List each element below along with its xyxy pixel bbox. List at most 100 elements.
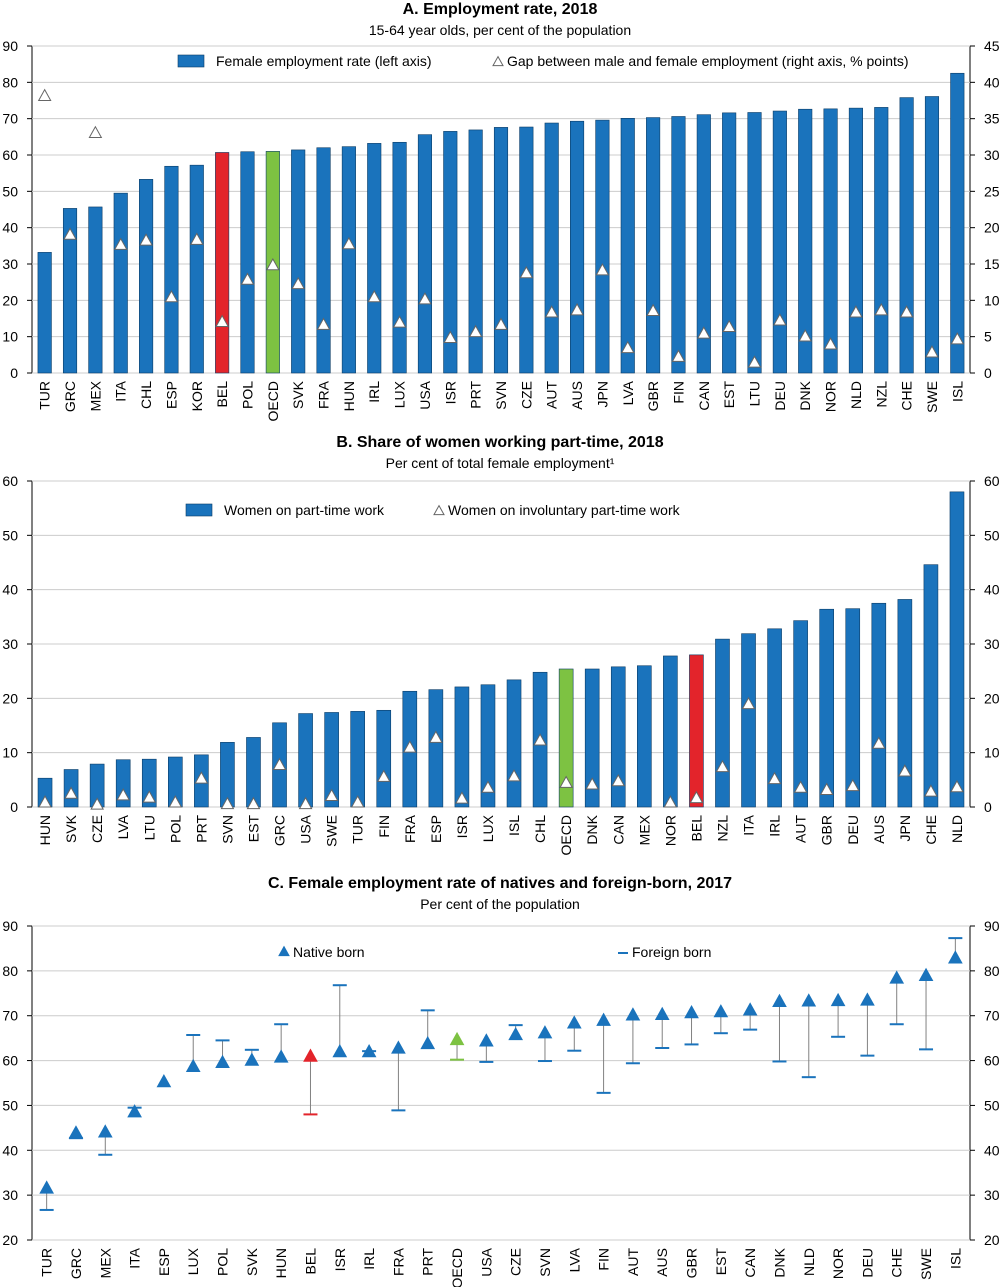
panel-a-left-tick-label: 70: [2, 111, 18, 127]
panel-c-category-label: ISL: [947, 1248, 963, 1269]
panel-b-category-label: PRT: [193, 815, 209, 843]
panel-a-right-tick-label: 35: [984, 111, 1000, 127]
panel-b-involuntary-marker-esp: [429, 730, 443, 743]
panel-c-natives-foreign-born: C. Female employment rate of natives and…: [2, 875, 999, 1287]
panel-a-bar-ita: [113, 192, 128, 374]
panel-a-legend-marker-label: Gap between male and female employment (…: [507, 53, 909, 69]
panel-b-involuntary-marker-usa: [298, 796, 313, 810]
panel-c-native-marker-lva: [566, 1015, 582, 1029]
panel-a-bar-gbr: [646, 117, 661, 374]
panel-a-legend-triangle-icon: [492, 55, 504, 67]
panel-a-left-tick-label: 90: [2, 38, 18, 54]
panel-b-involuntary-marker-aut: [793, 780, 808, 793]
panel-c-native-marker-aus: [654, 1006, 670, 1020]
panel-c-category-label: USA: [478, 1247, 494, 1276]
panel-a-bar-prt: [468, 129, 483, 374]
panel-b-right-tick-label: 40: [984, 582, 1000, 598]
panel-a-gap-marker-hun: [342, 236, 356, 250]
panel-a-bar-lux: [392, 141, 407, 374]
panel-a-category-label: SVK: [290, 380, 306, 409]
panel-b-category-label: NLD: [949, 815, 965, 843]
panel-c-category-label: BEL: [302, 1248, 318, 1275]
panel-a-category-label: EST: [721, 381, 737, 409]
panel-c-right-tick-label: 40: [984, 1142, 1000, 1158]
panel-a-gap-marker-prt: [468, 324, 483, 338]
panel-c-left-tick-label: 90: [2, 918, 18, 934]
panel-a-bar-nzl: [874, 107, 889, 374]
panel-a-category-label: AUS: [569, 381, 585, 410]
panel-a-bar-che: [899, 97, 914, 374]
panel-b-bar-aus: [871, 602, 887, 808]
panel-a-category-label: TUR: [37, 381, 53, 410]
panel-b-bar-isr: [454, 686, 470, 808]
panel-a-bar-irl: [367, 143, 382, 374]
panel-a-gap-marker-bel: [215, 314, 229, 327]
panel-c-native-marker-oecd: [449, 1031, 465, 1046]
panel-c-native-marker-esp: [156, 1074, 172, 1088]
panel-a-gap-marker-nzl: [874, 302, 889, 316]
panel-c-right-tick-label: 20: [984, 1232, 1000, 1248]
panel-a-category-label: FIN: [670, 381, 686, 404]
panel-b-category-label: LUX: [480, 814, 496, 842]
panel-a-right-tick-label: 5: [984, 329, 992, 345]
panel-b-category-label: AUS: [871, 815, 887, 844]
panel-b-bar-dnk: [584, 668, 600, 808]
panel-a-category-label: ISR: [442, 381, 458, 404]
panel-c-native-marker-cze: [508, 1026, 524, 1041]
panel-a-bar-pol: [240, 151, 255, 374]
panel-a-gap-marker-gbr: [646, 303, 660, 317]
panel-b-involuntary-marker-svn: [220, 796, 235, 810]
panel-c-category-label: DNK: [771, 1247, 787, 1277]
panel-a-bar-tur: [37, 252, 52, 374]
panel-a-category-label: BEL: [214, 381, 230, 408]
panel-c-title: C. Female employment rate of natives and…: [268, 875, 732, 892]
panel-b-involuntary-marker-isl: [507, 769, 521, 782]
panel-a-bar-fra: [316, 147, 331, 374]
panel-c-native-marker-can: [742, 1002, 758, 1016]
panel-a-bar-bel: [215, 152, 230, 374]
panel-b-involuntary-marker-oecd: [559, 775, 573, 788]
panel-b-right-tick-label: 20: [984, 690, 1000, 706]
panel-b-bar-esp: [428, 689, 444, 808]
panel-c-native-marker-pol: [215, 1054, 230, 1068]
panel-a-gap-marker-cze: [519, 265, 534, 279]
panel-b-category-label: AUT: [793, 815, 809, 843]
panel-a-right-tick-label: 25: [984, 183, 1000, 199]
panel-a-bar-aus: [570, 120, 585, 374]
panel-a-gap-marker-grc: [63, 227, 77, 240]
panel-a-category-label: POL: [239, 381, 255, 409]
panel-a-category-label: AUT: [544, 381, 560, 409]
panel-b-involuntary-marker-aus: [871, 736, 886, 749]
panel-c-category-label: LVA: [566, 1247, 582, 1272]
panel-a-category-label: LTU: [747, 381, 763, 406]
panel-a-gap-marker-jpn: [595, 263, 610, 276]
panel-b-category-label: TUR: [350, 815, 366, 844]
panel-b-category-label: POL: [167, 815, 183, 843]
panel-a-category-label: CZE: [518, 381, 534, 409]
panel-a-gap-marker-chl: [139, 233, 153, 246]
panel-a-gap-marker-swe: [925, 345, 939, 358]
panel-c-category-label: IRL: [361, 1248, 377, 1270]
panel-b-category-label: ITA: [741, 814, 757, 835]
panel-a-bar-lva: [620, 118, 635, 374]
panel-a-category-label: NOR: [823, 381, 839, 412]
panel-b-bar-nzl: [715, 638, 730, 808]
panel-a-gap-marker-nor: [823, 337, 838, 350]
panel-a-bar-jpn: [595, 119, 610, 374]
panel-a-category-label: ISL: [949, 381, 965, 402]
panel-a-left-tick-label: 30: [2, 256, 18, 272]
panel-c-native-marker-usa: [478, 1033, 494, 1047]
panel-b-bar-isl: [506, 679, 522, 808]
panel-a-gap-marker-aus: [570, 302, 584, 316]
panel-b-bar-che: [923, 564, 939, 808]
panel-a-left-tick-label: 20: [2, 292, 18, 308]
panel-a-right-tick-label: 40: [984, 74, 1000, 90]
panel-b-bar-nor: [663, 655, 678, 808]
panel-a-gap-marker-isl: [950, 332, 965, 345]
panel-b-involuntary-marker-lva: [116, 788, 131, 801]
panel-c-category-label: FIN: [596, 1248, 612, 1271]
panel-a-bar-isl: [950, 72, 965, 374]
panel-c-native-marker-dnk: [772, 993, 787, 1007]
panel-a-gap-marker-pol: [240, 272, 255, 285]
